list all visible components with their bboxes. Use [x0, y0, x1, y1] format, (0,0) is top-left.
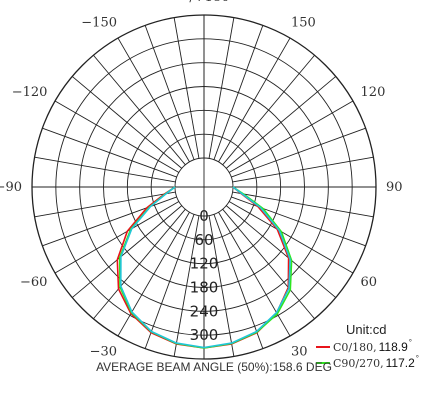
legend-item-c0-180: C0/180, 118.9 ° [316, 337, 419, 355]
angle-tick-label: 30 [291, 345, 308, 360]
radial-tick-label: 120 [190, 255, 219, 273]
radial-tick-labels: 0 60 120 180 240 300 [190, 207, 219, 344]
angle-tick-label: −30 [90, 345, 117, 360]
angle-tick-label: −60 [20, 275, 47, 290]
intensity-curves [116, 186, 293, 349]
legend-series-name: C0/180 [333, 340, 374, 354]
degree-icon: ° [408, 337, 412, 347]
angle-tick-label: −/+180 [179, 0, 230, 5]
legend: Unit:cd C0/180, 118.9 ° C90/270, 117.2 ° [316, 322, 419, 371]
curve-series-2 [120, 186, 291, 349]
angle-tick-label: 120 [361, 85, 386, 100]
radial-tick-label: 60 [194, 231, 213, 249]
angle-tick-label: 90 [386, 180, 403, 195]
legend-swatch-red [316, 346, 330, 348]
angle-tick-labels: −/+180 150 −150 120 −120 90 −90 60 −60 30 −30 [0, 0, 403, 360]
legend-item-c90-270: C90/270, 117.2 ° [316, 353, 419, 371]
radial-tick-label: 180 [190, 279, 219, 297]
legend-beam-angle: 118.9 [378, 340, 408, 354]
angle-tick-label: 150 [291, 15, 316, 30]
legend-swatch-green [316, 362, 330, 364]
radial-tick-label: 0 [199, 207, 209, 225]
legend-beam-angle: 117.2 [385, 356, 415, 370]
legend-series-name: C90/270 [333, 356, 381, 370]
angle-tick-label: −120 [12, 85, 48, 100]
average-beam-angle-caption: AVERAGE BEAM ANGLE (50%):158.6 DEG [96, 360, 332, 374]
degree-icon: ° [415, 353, 419, 363]
polar-grid [31, 14, 377, 360]
radial-tick-label: 240 [190, 302, 219, 320]
angle-tick-label: −90 [0, 180, 22, 195]
angle-tick-label: −150 [81, 15, 117, 30]
angle-tick-label: 60 [361, 275, 378, 290]
unit-label: Unit:cd [346, 322, 387, 337]
radial-tick-label: 300 [190, 326, 219, 344]
